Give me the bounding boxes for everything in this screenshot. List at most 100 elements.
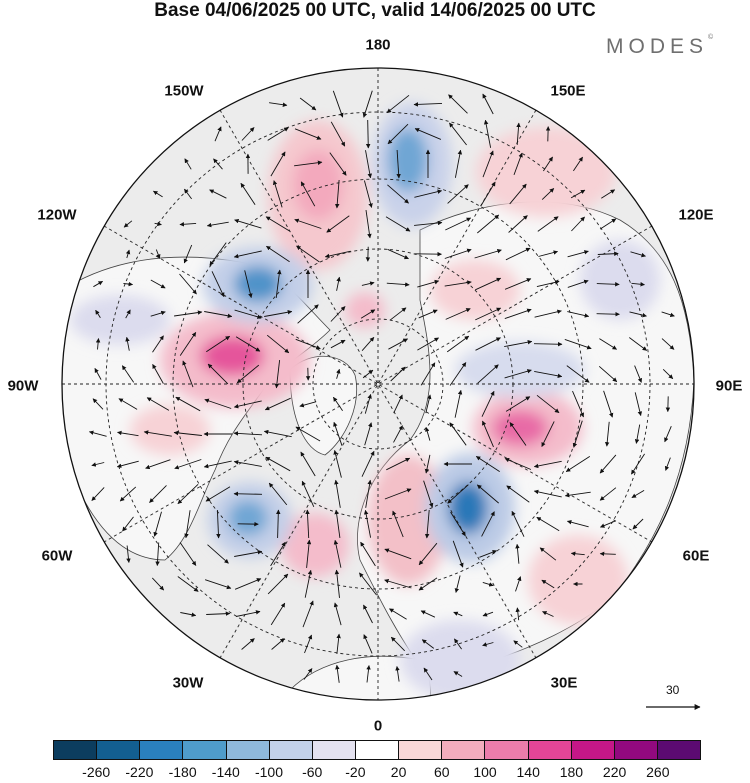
wind-vector-arrow <box>206 611 231 616</box>
wind-vector-arrow <box>264 397 291 411</box>
map-disc <box>62 68 694 700</box>
wind-vector-arrow <box>603 390 614 418</box>
wind-vector-arrow <box>598 365 618 383</box>
wind-vector-arrow <box>475 307 502 321</box>
wind-vector-arrow <box>418 309 438 319</box>
wind-vector-arrow <box>476 484 499 504</box>
wind-vector-arrow <box>454 638 462 650</box>
positive-anomaly <box>345 292 385 328</box>
wind-vector-arrow <box>244 270 253 299</box>
wind-vector-arrow <box>149 485 167 503</box>
wind-vector-arrow <box>216 509 221 539</box>
wind-vector-arrow <box>270 541 286 567</box>
wind-vector-arrow <box>634 365 642 383</box>
wind-vector-arrow <box>423 667 433 681</box>
wind-vector-arrow <box>209 242 227 266</box>
wind-vector-arrow <box>234 578 262 590</box>
colorbar-cell <box>312 741 356 759</box>
negative-anomaly <box>400 620 520 700</box>
colorbar-tick-label: -260 <box>82 764 111 780</box>
wind-vector-arrow <box>481 511 495 537</box>
wind-vector-arrow <box>414 220 443 226</box>
wind-vector-arrow <box>117 430 139 437</box>
wind-vector-arrow <box>454 389 463 418</box>
wind-vector-arrow <box>599 218 617 230</box>
wind-vector-arrow <box>445 308 471 320</box>
wind-vector-arrow <box>634 392 643 417</box>
wind-vector-arrow <box>572 420 583 448</box>
wind-vector-arrow <box>572 390 584 418</box>
wind-vector-arrow <box>664 426 672 443</box>
wind-vector-arrow <box>631 490 645 498</box>
wind-vector-arrow <box>533 341 563 347</box>
wind-vector-arrow <box>299 97 317 111</box>
wind-vector-arrow <box>565 456 591 472</box>
wind-vector-arrow <box>634 424 641 444</box>
wind-vector-arrow <box>268 482 288 506</box>
colorbar-cell <box>355 741 400 759</box>
wind-vector-arrow <box>564 491 591 498</box>
wind-vector-arrow <box>475 456 500 472</box>
wind-vector-arrow <box>300 181 316 207</box>
wind-vector-arrow <box>566 365 590 383</box>
wind-vector-arrow <box>233 460 262 467</box>
lon-label-90w: 90W <box>7 377 39 395</box>
colorbar-cell <box>442 741 486 759</box>
wind-vector-arrow <box>360 309 376 319</box>
colorbar-tick-label: -140 <box>211 764 240 780</box>
wind-vector-arrow <box>475 277 502 291</box>
negative-anomaly <box>448 482 488 534</box>
wind-vector-arrow <box>573 156 583 172</box>
lon-label-120w: 120W <box>37 206 77 224</box>
wind-vector-arrow <box>362 369 374 379</box>
colorbar-cell <box>528 741 572 759</box>
wind-vector-arrow <box>599 551 616 557</box>
lon-label-120e: 120E <box>678 206 714 224</box>
wind-vector-arrow <box>152 335 164 353</box>
wind-vector-arrow <box>506 485 530 503</box>
wind-vector-arrow <box>126 545 131 563</box>
wind-vector-arrow <box>234 309 262 319</box>
wind-vector-arrow <box>184 510 191 539</box>
wind-vector-arrow <box>264 310 293 317</box>
reference-vector-label: 30 <box>666 683 680 697</box>
wind-vector-arrow <box>390 366 406 382</box>
wind-vector-arrow <box>334 509 341 538</box>
wind-vector-arrow <box>179 222 197 227</box>
wind-vector-arrow <box>330 339 346 349</box>
wind-vector-arrow <box>326 215 350 233</box>
wind-vector-arrow <box>155 249 161 259</box>
wind-vector-arrow <box>294 218 322 229</box>
wind-vector-arrow <box>385 216 411 232</box>
wind-vector-arrow <box>365 210 372 239</box>
wind-vector-arrow <box>206 335 231 353</box>
colorbar-tick-label: -100 <box>254 764 284 780</box>
wind-vector-arrow <box>177 483 199 505</box>
wind-vector-arrow <box>304 569 313 598</box>
wind-vector-arrow <box>336 633 341 654</box>
negative-anomaly <box>70 295 170 345</box>
wind-vector-arrow <box>207 363 229 385</box>
wind-vector-arrow <box>482 642 494 647</box>
wind-vector-arrow <box>482 93 494 115</box>
wind-vector-arrow <box>477 364 499 384</box>
wind-vector-arrow <box>205 486 231 502</box>
wind-vector-arrow <box>204 579 232 590</box>
wind-vector-arrow <box>154 221 162 227</box>
wind-vector-arrow <box>174 310 203 317</box>
wind-vector-arrow <box>333 421 343 446</box>
wind-vector-arrow <box>425 426 431 441</box>
wind-vector-arrow <box>363 509 372 538</box>
wind-vector-arrow <box>564 338 592 350</box>
wind-vector-arrow <box>203 460 232 469</box>
wind-vector-arrow <box>146 397 170 411</box>
wind-vector-arrow <box>88 430 107 437</box>
wind-vector-arrow <box>509 422 527 446</box>
wind-vector-arrow <box>453 671 463 677</box>
negative-anomaly <box>455 342 585 398</box>
wind-vector-arrow <box>91 462 105 467</box>
wind-vector-arrow <box>632 518 644 530</box>
wind-vector-arrow <box>150 310 166 317</box>
wind-vector-arrow <box>294 128 322 140</box>
wind-vector-arrow <box>330 121 346 147</box>
